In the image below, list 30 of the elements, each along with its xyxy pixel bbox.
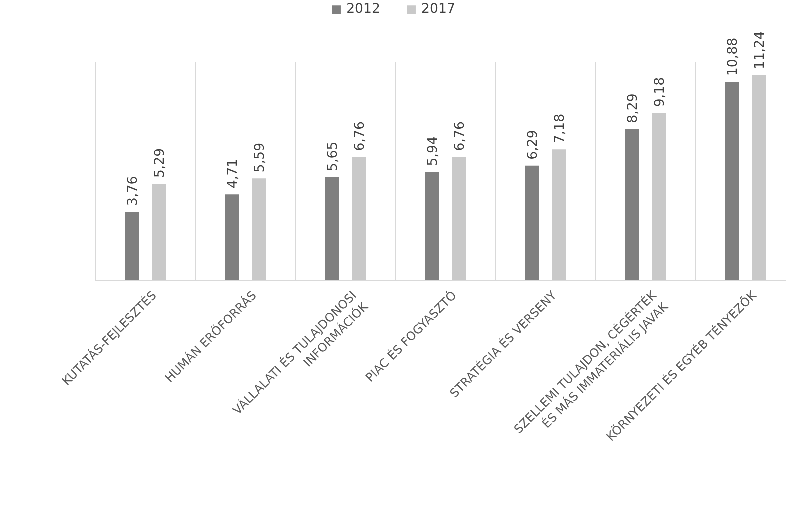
data-label: 3,76: [126, 176, 141, 206]
data-label: 6,29: [526, 130, 541, 160]
data-label: 5,65: [326, 142, 341, 172]
bar: [725, 82, 739, 281]
bar: [525, 166, 539, 281]
data-label: 8,29: [626, 94, 641, 124]
data-label: 10,88: [726, 38, 741, 76]
data-label: 5,59: [253, 142, 268, 173]
legend-label: 2017: [422, 2, 456, 17]
data-label: 9,18: [653, 77, 668, 108]
data-label: 6,76: [353, 122, 368, 152]
bar: [452, 157, 466, 281]
data-label: 5,94: [426, 136, 441, 166]
data-label: 6,76: [453, 122, 468, 152]
bar: [152, 184, 166, 281]
bar: [752, 76, 766, 281]
data-label: 5,29: [153, 148, 168, 178]
bar: [125, 212, 139, 281]
data-label: 11,24: [753, 31, 768, 70]
data-label: 7,18: [553, 114, 568, 144]
bar: [352, 157, 366, 281]
bar: [325, 177, 339, 281]
bar: [652, 113, 666, 281]
bar: [552, 150, 566, 281]
bar: [625, 129, 639, 281]
legend-label: 2012: [346, 2, 380, 17]
bar: [425, 172, 439, 281]
data-label: 4,71: [226, 158, 241, 189]
bar: [252, 178, 266, 281]
bar: [225, 194, 239, 281]
